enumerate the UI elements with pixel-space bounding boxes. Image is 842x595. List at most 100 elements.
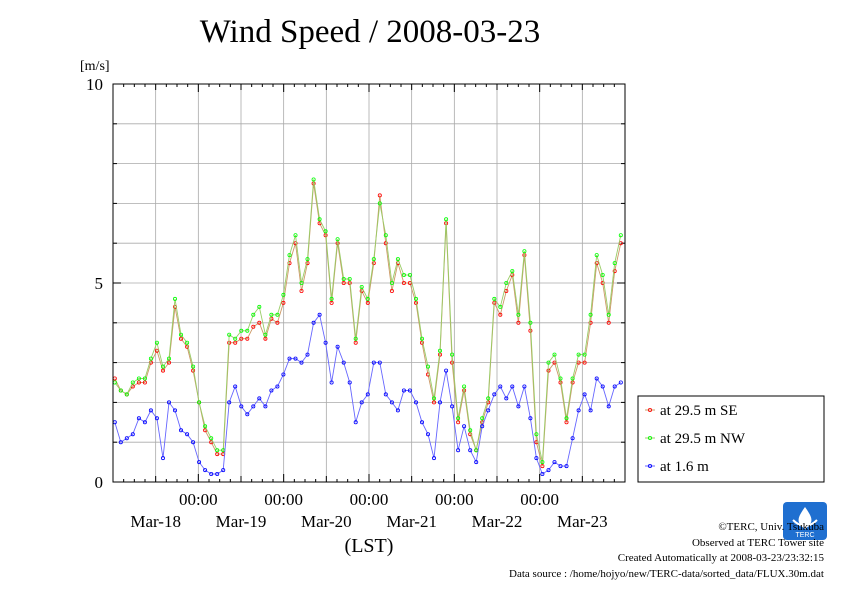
data-point xyxy=(564,420,569,425)
data-point xyxy=(383,241,388,246)
y-axis-label: [m/s] xyxy=(80,59,110,74)
data-point xyxy=(209,436,214,441)
data-point xyxy=(389,288,394,293)
data-point xyxy=(353,340,358,345)
data-point xyxy=(474,460,479,465)
data-point xyxy=(160,456,165,461)
data-point xyxy=(251,324,256,329)
data-point xyxy=(576,408,581,413)
data-point xyxy=(227,400,232,405)
data-point xyxy=(172,408,177,413)
data-point xyxy=(377,360,382,365)
data-point xyxy=(233,384,238,389)
data-point xyxy=(191,440,196,445)
legend-label: at 29.5 m NW xyxy=(660,431,746,447)
data-point xyxy=(486,396,491,401)
data-point xyxy=(413,296,418,301)
data-point xyxy=(419,336,424,341)
data-point xyxy=(178,428,183,433)
data-point xyxy=(546,360,551,365)
data-point xyxy=(185,344,190,349)
data-point xyxy=(275,312,280,317)
data-point xyxy=(498,304,503,309)
data-point xyxy=(347,380,352,385)
data-point xyxy=(136,380,141,385)
data-point xyxy=(359,400,364,405)
data-point xyxy=(612,261,617,266)
data-point xyxy=(558,464,563,469)
data-point xyxy=(546,468,551,473)
data-point xyxy=(341,360,346,365)
data-point xyxy=(468,448,473,453)
day-label: Mar-19 xyxy=(216,512,267,531)
data-point xyxy=(600,272,605,277)
data-point xyxy=(413,400,418,405)
series-0 xyxy=(112,181,623,469)
data-point xyxy=(594,376,599,381)
data-point xyxy=(570,376,575,381)
day-label: Mar-22 xyxy=(472,512,523,531)
data-point xyxy=(540,460,545,465)
data-point xyxy=(166,356,171,361)
data-point xyxy=(178,332,183,337)
data-point xyxy=(215,452,220,457)
data-point xyxy=(618,380,623,385)
data-point xyxy=(564,416,569,421)
data-point xyxy=(456,448,461,453)
data-point xyxy=(257,304,262,309)
data-point xyxy=(365,296,370,301)
plot-frame xyxy=(112,83,626,483)
data-point xyxy=(275,320,280,325)
series-2 xyxy=(112,312,623,476)
data-point xyxy=(269,312,274,317)
series-lines xyxy=(112,177,623,476)
logo-text: TERC xyxy=(795,532,814,539)
credits-block: ©TERC, Univ. Tsukuba Observed at TERC To… xyxy=(509,520,824,582)
data-point xyxy=(419,340,424,345)
data-point xyxy=(570,436,575,441)
data-point xyxy=(287,356,292,361)
data-point xyxy=(552,352,557,357)
data-point xyxy=(154,340,159,345)
data-point xyxy=(594,261,599,266)
data-point xyxy=(576,352,581,357)
x-axis-label: (LST) xyxy=(345,535,394,557)
day-label: Mar-21 xyxy=(386,512,437,531)
data-point xyxy=(118,388,123,393)
data-point xyxy=(347,276,352,281)
data-point xyxy=(462,384,467,389)
data-point xyxy=(197,400,202,405)
data-point xyxy=(269,388,274,393)
data-point xyxy=(606,404,611,409)
data-point xyxy=(419,420,424,425)
data-point xyxy=(251,404,256,409)
data-point xyxy=(437,400,442,405)
data-point xyxy=(299,288,304,293)
data-point xyxy=(281,300,286,305)
grid-lines xyxy=(113,84,625,482)
data-point xyxy=(245,336,250,341)
data-point xyxy=(245,412,250,417)
data-point xyxy=(148,408,153,413)
data-point xyxy=(305,257,310,262)
data-point xyxy=(329,296,334,301)
data-point xyxy=(534,432,539,437)
data-point xyxy=(154,416,159,421)
data-point xyxy=(528,320,533,325)
series-line xyxy=(114,179,622,463)
legend-marker xyxy=(648,407,653,412)
data-point xyxy=(215,471,220,476)
data-point xyxy=(395,408,400,413)
x-tick-label: 00:00 xyxy=(179,490,218,509)
data-point xyxy=(480,416,485,421)
x-tick-label: 00:00 xyxy=(435,490,474,509)
data-point xyxy=(504,396,509,401)
data-point xyxy=(305,352,310,357)
series-line xyxy=(114,313,622,475)
x-tick-label: 00:00 xyxy=(520,490,559,509)
data-point xyxy=(142,420,147,425)
data-point xyxy=(191,364,196,369)
data-point xyxy=(311,320,316,325)
data-point xyxy=(401,388,406,393)
data-point xyxy=(160,364,165,369)
